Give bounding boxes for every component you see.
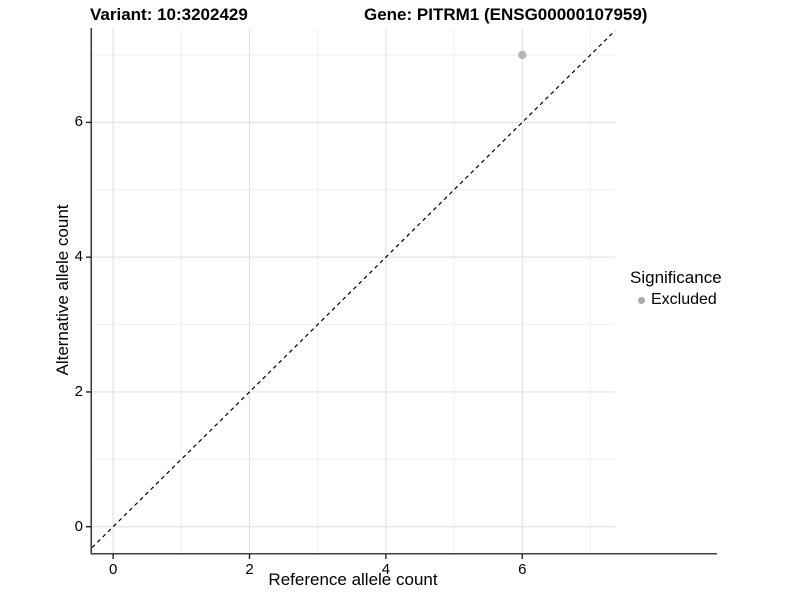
plot-title-variant: Variant: 10:3202429 (90, 5, 248, 24)
legend-marker-circle-icon (638, 296, 645, 304)
x-tick-label: 4 (381, 561, 391, 578)
x-axis-title: Reference allele count (268, 570, 438, 589)
y-tick-label: 0 (74, 517, 83, 535)
legend-item: Excluded (630, 291, 722, 309)
legend-item-label: Excluded (651, 291, 717, 308)
y-axis-title: Alternative allele count (53, 204, 72, 376)
y-tick-label: 6 (74, 113, 83, 131)
identity-line (91, 30, 616, 549)
legend: Significance Excluded (630, 268, 722, 309)
legend-title: Significance (630, 268, 722, 287)
y-tick-label: 2 (74, 382, 83, 400)
x-tick-label: 0 (108, 561, 118, 578)
x-tick-label: 6 (518, 561, 527, 578)
y-tick-label: 4 (74, 248, 83, 266)
x-tick-label: 2 (245, 561, 254, 578)
plot-title-gene: Gene: PITRM1 (ENSG00000107959) (364, 5, 648, 24)
data-point (518, 50, 527, 60)
